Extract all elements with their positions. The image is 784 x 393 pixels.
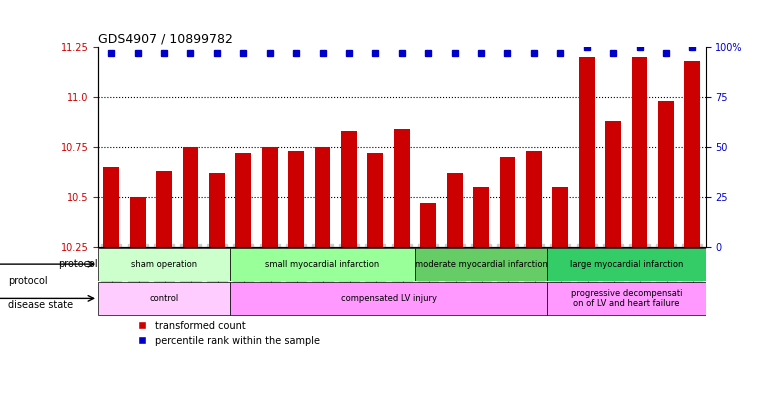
- FancyBboxPatch shape: [547, 248, 706, 281]
- Bar: [473, 187, 489, 247]
- Text: moderate myocardial infarction: moderate myocardial infarction: [415, 260, 547, 269]
- Text: sham operation: sham operation: [131, 260, 197, 269]
- Bar: [605, 121, 621, 247]
- Legend: transformed count, percentile rank within the sample: transformed count, percentile rank withi…: [133, 317, 324, 350]
- Bar: [447, 173, 463, 247]
- FancyBboxPatch shape: [230, 248, 415, 281]
- Text: GDS4907 / 10899782: GDS4907 / 10899782: [98, 33, 233, 46]
- Bar: [209, 173, 225, 247]
- Text: disease state: disease state: [8, 299, 73, 310]
- Bar: [526, 151, 542, 247]
- Bar: [103, 167, 119, 247]
- Text: control: control: [150, 294, 179, 303]
- Bar: [394, 129, 410, 247]
- Bar: [684, 61, 700, 247]
- Bar: [579, 57, 594, 247]
- Bar: [262, 147, 278, 247]
- FancyBboxPatch shape: [230, 282, 547, 315]
- Text: small myocardial infarction: small myocardial infarction: [266, 260, 379, 269]
- Bar: [289, 151, 304, 247]
- Text: progressive decompensati
on of LV and heart failure: progressive decompensati on of LV and he…: [571, 289, 682, 308]
- Text: protocol: protocol: [8, 276, 48, 286]
- Bar: [658, 101, 674, 247]
- FancyBboxPatch shape: [98, 248, 230, 281]
- Text: protocol: protocol: [58, 259, 98, 269]
- Bar: [341, 131, 357, 247]
- Bar: [368, 153, 383, 247]
- FancyBboxPatch shape: [547, 282, 706, 315]
- Bar: [420, 203, 436, 247]
- FancyBboxPatch shape: [98, 282, 230, 315]
- Bar: [235, 153, 251, 247]
- Bar: [553, 187, 568, 247]
- Bar: [632, 57, 648, 247]
- Text: large myocardial infarction: large myocardial infarction: [570, 260, 683, 269]
- Bar: [129, 197, 146, 247]
- Bar: [156, 171, 172, 247]
- Bar: [183, 147, 198, 247]
- Text: compensated LV injury: compensated LV injury: [340, 294, 437, 303]
- Bar: [499, 157, 515, 247]
- FancyBboxPatch shape: [415, 248, 547, 281]
- Bar: [314, 147, 331, 247]
